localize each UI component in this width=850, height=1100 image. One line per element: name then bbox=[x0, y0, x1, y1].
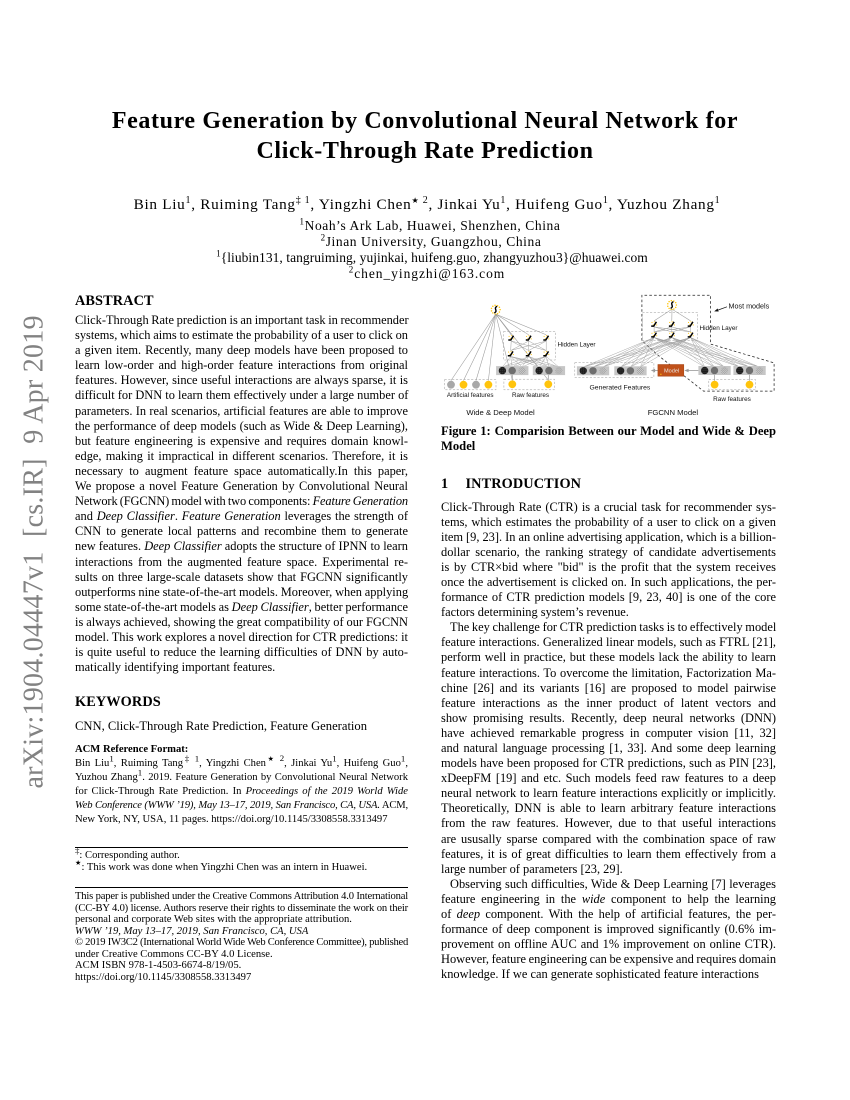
svg-text:Raw features: Raw features bbox=[713, 396, 751, 403]
svg-text:FGCNN Model: FGCNN Model bbox=[648, 408, 699, 417]
svg-text:Hidden Layer: Hidden Layer bbox=[700, 325, 739, 332]
svg-text:Most models: Most models bbox=[729, 302, 770, 311]
svg-text:Artificial features: Artificial features bbox=[447, 392, 494, 399]
svg-text:Model: Model bbox=[664, 369, 679, 375]
svg-text:Generated Features: Generated Features bbox=[590, 384, 651, 391]
svg-text:Hidden Layer: Hidden Layer bbox=[558, 341, 597, 348]
svg-text:Raw features: Raw features bbox=[512, 392, 549, 399]
svg-text:Wide & Deep Model: Wide & Deep Model bbox=[466, 408, 535, 417]
